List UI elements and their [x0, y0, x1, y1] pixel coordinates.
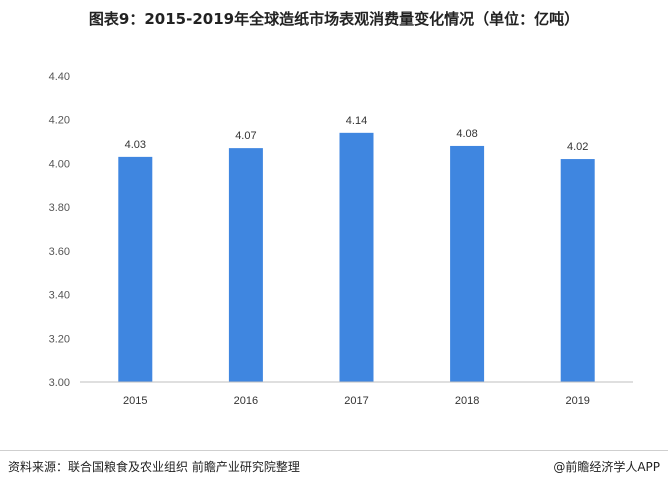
source-note: 资料来源：联合国粮食及农业组织 前瞻产业研究院整理	[8, 460, 300, 474]
x-tick-label: 2017	[344, 395, 368, 407]
y-tick-label: 4.00	[49, 158, 70, 170]
x-tick-label: 2019	[565, 395, 589, 407]
footer: 资料来源：联合国粮食及农业组织 前瞻产业研究院整理 @前瞻经济学人APP	[8, 458, 660, 482]
y-tick-label: 4.20	[49, 115, 70, 127]
bar-2017	[339, 132, 374, 382]
x-axis: 2015 2016 2017 2018 2019	[80, 381, 633, 407]
y-tick-label: 3.40	[49, 290, 70, 302]
data-label: 4.02	[567, 141, 588, 153]
y-axis: 3.00 3.20 3.40 3.60 3.80 4.00 4.20 4.40	[49, 71, 70, 389]
credit-note: @前瞻经济学人APP	[553, 460, 660, 474]
data-label: 4.14	[346, 115, 367, 127]
chart-title: 图表9：2015-2019年全球造纸市场表观消费量变化情况（单位：亿吨）	[88, 10, 580, 28]
data-label: 4.07	[235, 130, 256, 142]
x-tick-label: 2015	[123, 395, 147, 407]
bar-2016	[228, 148, 263, 382]
y-tick-label: 3.60	[49, 246, 70, 258]
y-tick-label: 3.20	[49, 333, 70, 345]
y-tick-label: 3.80	[49, 202, 70, 214]
data-label: 4.03	[125, 139, 146, 151]
bar-2015	[118, 156, 153, 382]
footer-divider	[0, 450, 668, 451]
bar-chart: 3.003.203.403.603.804.004.204.40 4.034.0…	[49, 71, 633, 407]
bars	[118, 132, 595, 382]
data-labels: 4.03 4.07 4.14 4.08 4.02	[125, 115, 589, 153]
bar-2019	[560, 159, 595, 382]
y-tick-label: 3.00	[49, 377, 70, 389]
y-tick-label: 4.40	[49, 71, 70, 83]
x-tick-label: 2016	[234, 395, 258, 407]
data-label: 4.08	[456, 128, 477, 140]
bar-2018	[450, 145, 485, 382]
x-tick-label: 2018	[455, 395, 479, 407]
